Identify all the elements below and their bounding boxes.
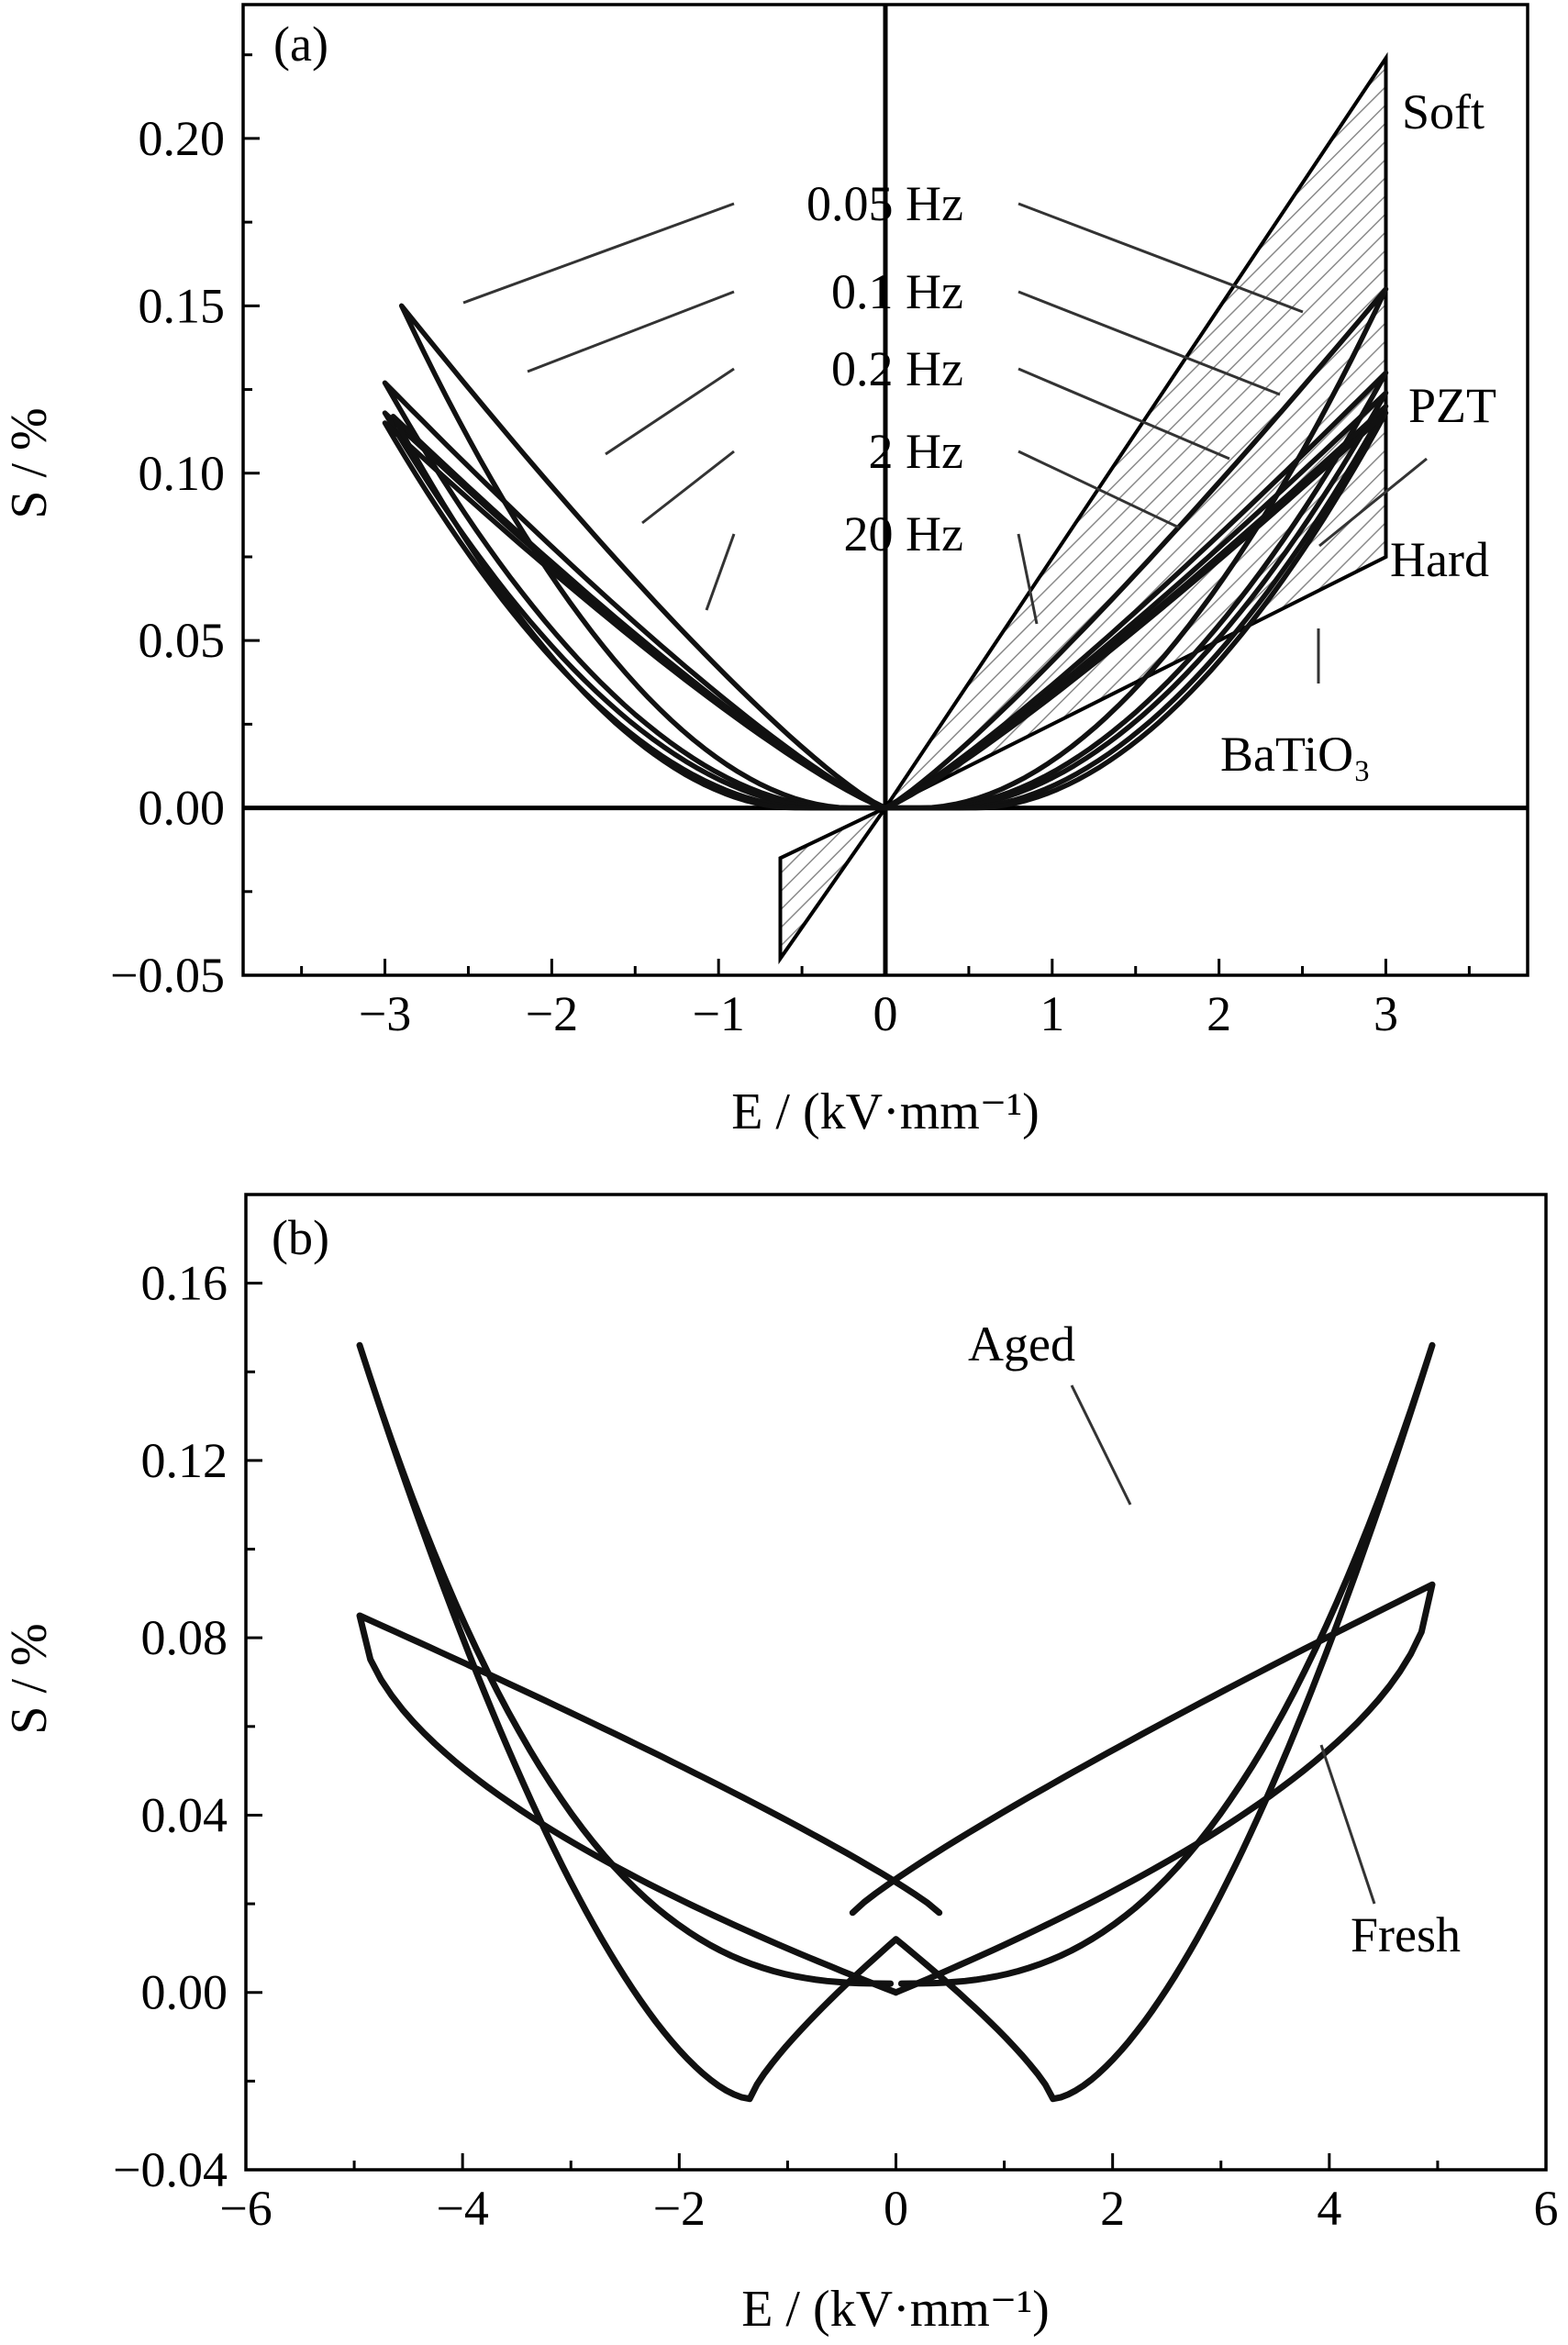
panel-a-y-tick-label: 0.20 [139,111,226,166]
panel-b-x-tick-label: −2 [653,2181,706,2236]
annotation-freq: 2 Hz [869,424,963,479]
panel-b-y-tick-label: 0.00 [141,1965,228,2020]
leader-right [1018,202,1304,314]
annotation-material: PZT [1408,378,1496,433]
leader-left [527,290,735,373]
panel-a-x-tick-label: −3 [359,986,411,1041]
leader-left [641,450,735,525]
panel-b-frame [244,1193,1548,2172]
annotation-fresh: Fresh [1351,1907,1461,1962]
panel-a-ticks: −3 −2 −1 0 1 2 3 −0.05 0.00 0.05 0.10 0.15 0.20 [110,53,1471,1041]
annotation-aged: Aged [968,1317,1075,1372]
panel-b-x-tick-label: 6 [1534,2181,1559,2236]
panel-a-curves [382,286,1389,811]
soft-hard-envelope [880,51,1388,813]
leader-left [462,202,735,305]
annotation-freq: 0.05 Hz [806,176,963,231]
panel-b-x-tick-label: 0 [884,2181,908,2236]
panel-b: (b) −6 −4 −2 0 2 4 6−0.040.000.040.080.120.16 … [1,1193,1559,2338]
curve-005Hz-positive [883,286,1389,811]
panel-b-label: (b) [272,1210,329,1265]
panel-b-leaders [1070,1384,1376,1905]
panel-a: (a) −3 −2 −1 0 1 2 3−0.050.000.050.100.150.20 … [1,3,1529,1140]
annotation-freq: 0.2 Hz [831,341,963,396]
panel-a-y-tick-label: 0.05 [139,613,226,668]
panel-b-x-axis-label: E / (kV·mm⁻¹) [741,2281,1050,2338]
curve-aged-positive [893,1341,1436,2103]
curve-20Hz-negative [390,413,888,811]
panel-a-hatched-regions [778,51,1388,965]
curve-fresh-positive [849,1581,1436,1996]
panel-a-x-tick-label: −1 [692,986,744,1041]
panel-a-leaders [462,202,1428,683]
panel-b-y-axis-label: S / % [1,1623,58,1734]
panel-b-y-tick-label: 0.04 [141,1787,228,1842]
annotation-material: BaTiO₃ [1220,727,1371,782]
curve-01Hz-negative [382,380,888,811]
panel-a-x-tick-label: 1 [1040,986,1064,1041]
curve-01Hz-positive [883,370,1389,811]
curve-aged-negative [356,1341,899,2103]
panel-b-curves [356,1341,1436,2103]
panel-a-x-axis-label: E / (kV·mm⁻¹) [731,1084,1040,1140]
leader-right [1018,367,1230,461]
panel-b-y-tick-label: 0.16 [141,1256,228,1311]
panel-a-x-tick-label: −2 [526,986,578,1041]
curve-fresh-negative [356,1612,943,1996]
panel-b-x-tick-label: −6 [219,2181,272,2236]
panel-a-y-tick-label: 0.00 [139,781,226,836]
panel-b-x-tick-label: −4 [436,2181,488,2236]
curve-02Hz-negative [382,410,888,811]
panel-b-y-tick-label: 0.08 [141,1610,228,1665]
curve-2Hz-negative [382,420,888,811]
panel-a-y-tick-label: 0.15 [139,278,226,333]
panel-a-label: (a) [273,17,328,72]
panel-a-x-tick-label: 0 [873,986,898,1041]
leader-right [1018,290,1281,396]
curve-20Hz-positive [883,410,1389,811]
panel-a-annotations: 0.05 Hz 0.1 Hz 0.2 Hz 2 Hz 20 Hz Soft PZT Hard B… [806,84,1496,782]
leader-right [1017,533,1039,625]
leader-pzt [1318,457,1428,548]
curve-005Hz-negative [398,303,888,811]
panel-a-y-axis-label: S / % [1,407,58,518]
curve-02Hz-positive [883,390,1389,811]
annotation-material: Hard [1390,532,1489,587]
panel-b-x-tick-label: 4 [1317,2181,1341,2236]
panel-a-x-tick-label: 2 [1207,986,1231,1041]
negative-strain-envelope [778,803,891,965]
panel-b-x-tick-label: 2 [1100,2181,1125,2236]
leader-left [605,367,735,456]
annotation-freq: 20 Hz [844,506,963,561]
leader-aged [1070,1384,1132,1506]
annotation-freq: 0.1 Hz [831,264,963,319]
panel-b-y-tick-label: 0.12 [141,1433,228,1488]
panel-a-x-tick-label: 3 [1373,986,1398,1041]
leader-right [1018,450,1180,529]
panel-a-y-tick-label: −0.05 [110,948,225,1003]
panel-b-annotations: Aged Fresh [968,1317,1461,1962]
panel-b-ticks: −6 −4 −2 0 2 4 6 −0.04 0.00 0.04 0.08 0.12 0.16 [113,1256,1558,2236]
panel-a-y-tick-label: 0.10 [139,446,226,501]
leader-fresh [1319,1744,1376,1905]
annotation-material: Soft [1402,84,1485,139]
panel-b-y-tick-label: −0.04 [113,2142,228,2197]
leader-left [705,533,736,611]
